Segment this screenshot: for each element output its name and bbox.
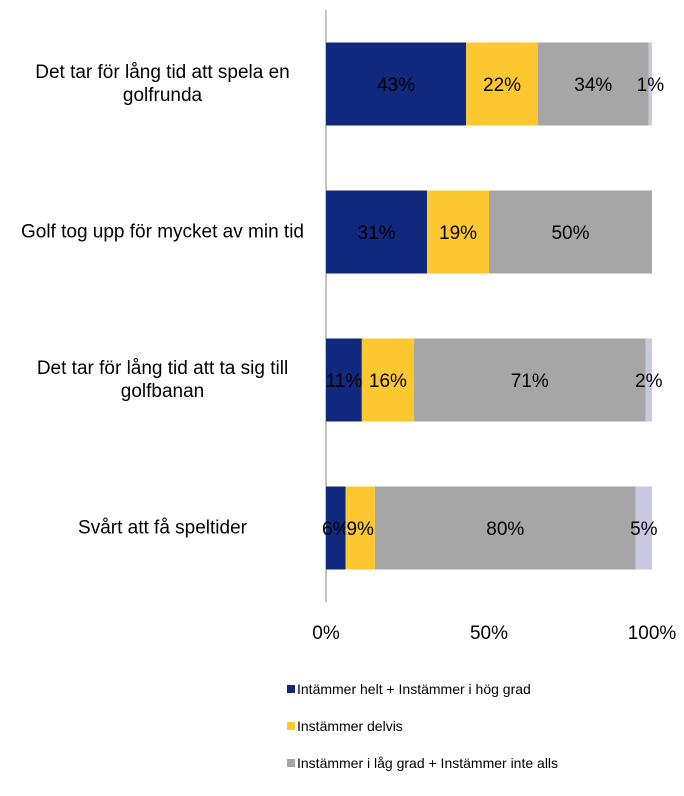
category-label: Det tar för lång tid att spela en golfru… xyxy=(35,62,290,106)
category-label: Det tar för lång tid att ta sig till gol… xyxy=(36,358,289,402)
bar-segment xyxy=(414,338,646,422)
bar-segment xyxy=(361,338,415,422)
x-tick-label: 0% xyxy=(312,623,340,644)
data-label: 22% xyxy=(483,75,521,96)
legend-swatch xyxy=(287,759,295,767)
category-label: Svårt att få speltider xyxy=(78,517,247,539)
x-tick-label: 100% xyxy=(628,623,677,644)
bar-segment xyxy=(489,190,652,274)
bar-segment xyxy=(326,486,346,570)
data-label: 2% xyxy=(635,371,663,392)
data-label: 34% xyxy=(574,75,612,96)
bar-segment xyxy=(466,42,538,126)
bar-segment xyxy=(427,190,489,274)
data-label: 1% xyxy=(637,75,665,96)
bar-segment xyxy=(326,338,362,422)
bar-segment xyxy=(326,42,467,126)
legend-label: Instämmer delvis xyxy=(297,718,403,734)
legend-label: Instämmer i låg grad + Instämmer inte al… xyxy=(297,755,559,771)
bar-segment xyxy=(635,486,652,570)
data-label: 43% xyxy=(377,75,415,96)
data-label: 11% xyxy=(326,371,363,392)
x-tick-label: 50% xyxy=(470,623,508,644)
data-label: 50% xyxy=(551,223,589,244)
bar-segment xyxy=(537,42,649,126)
data-label: 19% xyxy=(439,223,477,244)
legend-label: Intämmer helt + Instämmer i hög grad xyxy=(297,681,531,697)
bar-segment xyxy=(326,190,428,274)
data-label: 71% xyxy=(511,371,549,392)
data-label: 5% xyxy=(630,519,658,540)
bar-segment xyxy=(374,486,636,570)
category-label: Golf tog upp för mycket av min tid xyxy=(20,221,304,243)
bar-segment xyxy=(345,486,375,570)
bar-segment xyxy=(648,42,652,126)
data-label: 80% xyxy=(486,519,524,540)
legend-swatch xyxy=(287,722,295,730)
data-label: 6% xyxy=(322,519,350,540)
data-label: 16% xyxy=(369,371,407,392)
data-label: 9% xyxy=(346,519,374,540)
legend-swatch xyxy=(287,685,295,693)
bar-segment xyxy=(645,338,652,422)
data-label: 31% xyxy=(358,223,396,244)
